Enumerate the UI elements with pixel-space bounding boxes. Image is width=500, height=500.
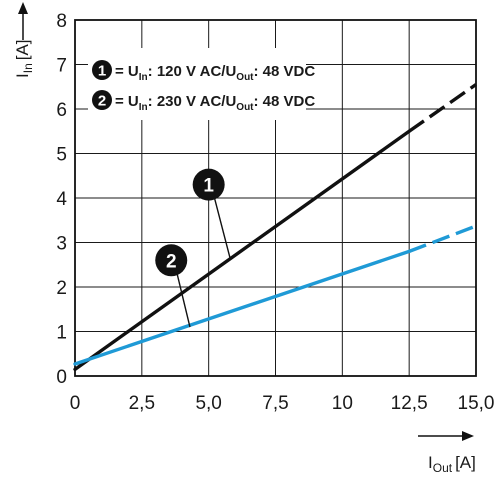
- y-tick-label: 3: [56, 234, 67, 255]
- legend-text-part: Out: [236, 72, 254, 83]
- x-tick-label: 10: [332, 393, 353, 414]
- legend-text-part: Out: [236, 102, 254, 113]
- y-axis-label-main: I: [13, 73, 32, 78]
- y-tick-label: 7: [56, 56, 67, 77]
- legend-background: [88, 48, 306, 120]
- svg-text:IOut[A]: IOut [A]: [428, 453, 476, 475]
- legend-text-part: : 230 V AC/U: [148, 93, 237, 110]
- y-tick-label: 1: [56, 323, 67, 344]
- legend-marker-2: [92, 90, 112, 110]
- series-line-2: [73, 249, 411, 366]
- x-axis-label-unit: [A]: [455, 453, 476, 472]
- legend-text-part: = U: [115, 93, 139, 110]
- x-tick-label: 15,0: [458, 393, 495, 414]
- x-axis-arrow-icon: [462, 431, 474, 441]
- y-tick-label: 5: [56, 145, 67, 166]
- legend-text-part: In: [139, 72, 148, 83]
- x-axis-label-main: I: [428, 453, 433, 472]
- y-axis-label-sub: In: [21, 63, 35, 73]
- legend-text-part: In: [139, 102, 148, 113]
- callout-marker-number: 1: [203, 176, 214, 197]
- callout-leader-1: [213, 198, 231, 259]
- x-tick-label: 2,5: [129, 393, 155, 414]
- series-line-dashed-2: [408, 224, 477, 253]
- callout-marker-2: [155, 244, 188, 277]
- legend-text-part: = U: [115, 63, 139, 80]
- y-tick-label: 2: [56, 278, 67, 299]
- svg-text:IIn[A]: IIn [A]: [13, 39, 35, 78]
- plot-frame: [74, 19, 477, 377]
- legend-entry-1: = UIn: 120 V AC/UOut: 48 VDC: [115, 63, 315, 83]
- y-axis-label-unit: [A]: [13, 39, 32, 60]
- x-axis-label-sub: Out: [433, 461, 453, 475]
- plot-border: [74, 19, 477, 377]
- y-tick-label: 6: [56, 100, 67, 121]
- y-tick-label: 4: [56, 189, 67, 210]
- x-axis-title: IOut [A]: [418, 431, 476, 475]
- x-tick-label: 0: [70, 393, 81, 414]
- series-markers: 12: [155, 168, 231, 328]
- legend-marker-number: 2: [98, 93, 106, 110]
- x-tick-label: 12,5: [391, 393, 428, 414]
- y-tick-label: 0: [56, 367, 67, 388]
- legend-marker-number: 1: [98, 63, 106, 80]
- legend-text-part: : 48 VDC: [254, 63, 316, 80]
- callout-marker-number: 2: [166, 251, 177, 272]
- x-tick-label: 5,0: [195, 393, 221, 414]
- legend-entry-2: = UIn: 230 V AC/UOut: 48 VDC: [115, 93, 315, 113]
- x-tick-label: 7,5: [262, 393, 288, 414]
- callout-marker-1: [192, 168, 225, 201]
- series-line-1: [73, 129, 411, 372]
- legend-marker-1: [92, 60, 112, 80]
- series-line-dashed-1: [408, 83, 477, 133]
- legend-text-part: : 48 VDC: [254, 93, 316, 110]
- y-tick-label: 8: [56, 11, 67, 32]
- y-axis-arrow-icon: [18, 2, 28, 14]
- legend-text-part: : 120 V AC/U: [148, 63, 237, 80]
- y-axis-title: IIn [A]: [13, 2, 35, 78]
- callout-leader-2: [176, 274, 191, 328]
- series-lines: [73, 83, 477, 372]
